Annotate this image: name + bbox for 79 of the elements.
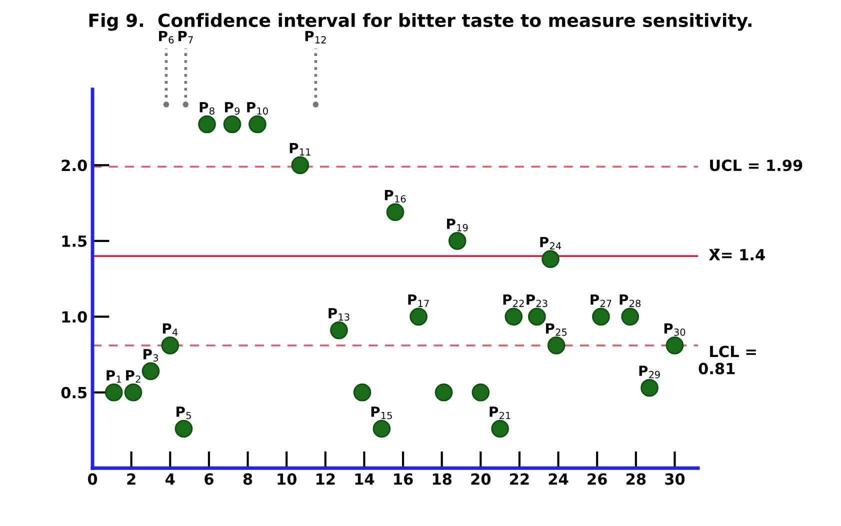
x-tick-label: 26 bbox=[588, 473, 607, 485]
x-tick-label: 0 bbox=[88, 473, 98, 485]
annotation: P$_{29}$ bbox=[639, 366, 660, 378]
x-tick-label: 2 bbox=[127, 473, 136, 485]
point bbox=[592, 308, 610, 326]
y-tick-label: 2.0 bbox=[62, 160, 87, 172]
point bbox=[434, 383, 453, 402]
point bbox=[161, 336, 180, 354]
x-tick-label: 8 bbox=[243, 473, 252, 485]
point bbox=[248, 115, 266, 134]
point bbox=[386, 203, 404, 222]
annotation: P$_{3}$ bbox=[144, 349, 158, 362]
annotation: P$_{13}$ bbox=[328, 308, 350, 321]
annotation: P$_{7}$ bbox=[178, 30, 193, 44]
point bbox=[142, 362, 160, 380]
x-tick-label: 22 bbox=[510, 473, 529, 485]
x-tick-label: 4 bbox=[166, 473, 175, 485]
annotation: P$_{2}$ bbox=[126, 370, 140, 383]
annotation: P$_{5}$ bbox=[176, 406, 191, 420]
point bbox=[198, 115, 216, 134]
point bbox=[174, 420, 193, 438]
x-tick-label: 28 bbox=[626, 473, 646, 485]
point bbox=[124, 383, 142, 402]
point bbox=[104, 383, 123, 402]
point bbox=[491, 420, 509, 438]
annotation: P$_{22}$ bbox=[503, 294, 524, 307]
x-tick-label: 30 bbox=[665, 473, 685, 485]
point bbox=[312, 102, 319, 108]
point bbox=[223, 115, 242, 134]
x-tick-label: 6 bbox=[204, 473, 214, 485]
chart-title: Fig 9. Confidence interval for bitter taste to measure sensitivity. bbox=[89, 13, 752, 31]
point bbox=[504, 308, 523, 326]
y-tick-label: 1.5 bbox=[62, 236, 87, 247]
annotation: P$_{27}$ bbox=[590, 294, 612, 307]
x-tick-label: 20 bbox=[471, 473, 491, 485]
point bbox=[547, 336, 566, 354]
annotation: P$_{25}$ bbox=[546, 323, 567, 336]
annotation: P$_{17}$ bbox=[408, 294, 429, 307]
x-tick-label: 14 bbox=[355, 473, 374, 485]
annotation: P$_{12}$ bbox=[305, 30, 326, 44]
point bbox=[448, 232, 466, 250]
x-tick-label: 12 bbox=[316, 473, 335, 485]
point bbox=[410, 308, 428, 326]
point bbox=[330, 321, 348, 340]
y-tick-label: 0.5 bbox=[61, 386, 87, 398]
point bbox=[621, 308, 640, 326]
annotation: P$_{4}$ bbox=[162, 323, 178, 336]
ref-line-label: UCL = 1.99 bbox=[710, 160, 802, 172]
x-tick-label: 16 bbox=[394, 473, 413, 485]
annotation: P$_{30}$ bbox=[664, 323, 686, 336]
point bbox=[182, 102, 189, 108]
point bbox=[353, 383, 372, 402]
point bbox=[291, 156, 310, 174]
annotation: P$_{8}$ bbox=[200, 102, 214, 115]
annotation: P$_{1}$ bbox=[106, 370, 121, 383]
point bbox=[528, 308, 546, 326]
x-tick-label: 24 bbox=[548, 473, 568, 485]
annotation: P$_{24}$ bbox=[540, 236, 562, 250]
annotation: P$_{6}$ bbox=[159, 30, 174, 44]
x-tick-label: 18 bbox=[432, 473, 452, 485]
y-tick-label: 1.0 bbox=[62, 311, 87, 323]
annotation: P$_{21}$ bbox=[490, 406, 510, 420]
point bbox=[640, 378, 658, 397]
annotation: P$_{28}$ bbox=[620, 294, 641, 308]
annotation: P$_{23}$ bbox=[526, 294, 548, 308]
annotation: P$_{9}$ bbox=[225, 102, 240, 115]
annotation: P$_{19}$ bbox=[447, 218, 468, 232]
annotation: P$_{16}$ bbox=[384, 190, 406, 203]
ref-line-label: LCL = 0.81 bbox=[698, 346, 756, 374]
annotation: P$_{11}$ bbox=[290, 143, 310, 156]
point bbox=[163, 102, 170, 108]
point bbox=[542, 250, 560, 268]
annotation: P$_{10}$ bbox=[247, 102, 268, 115]
x-tick-label: 10 bbox=[278, 473, 296, 485]
point bbox=[666, 336, 684, 354]
point bbox=[472, 383, 490, 402]
point bbox=[372, 420, 391, 438]
ref-line-label: X̄= 1.4 bbox=[708, 248, 765, 260]
annotation: P$_{15}$ bbox=[371, 406, 392, 420]
